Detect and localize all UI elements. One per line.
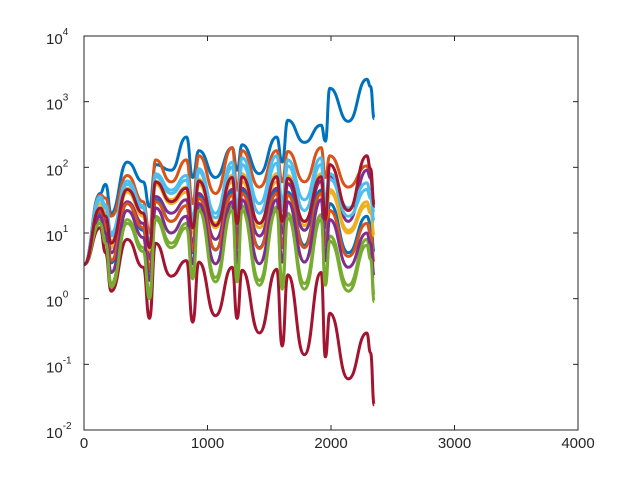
y-tick-label: 101	[46, 224, 69, 245]
x-axis-tick-labels: 0 1000 2000 3000 4000	[80, 435, 595, 452]
y-tick-label: 10-1	[46, 355, 72, 376]
axes-frame	[83, 35, 579, 431]
series-line-12	[83, 209, 376, 304]
y-tick-label: 100	[46, 290, 69, 311]
x-tick-label: 0	[80, 435, 88, 452]
series-line-2	[82, 146, 376, 267]
x-tick-label: 1000	[191, 435, 224, 452]
series-line-14	[82, 154, 376, 267]
y-tick-label: 104	[46, 27, 69, 48]
series-line-7	[83, 226, 376, 407]
x-tick-label: 2000	[314, 435, 347, 452]
x-tick-label: 4000	[561, 435, 594, 452]
x-tick-label: 3000	[438, 435, 471, 452]
plot-area	[82, 77, 376, 407]
y-tick-label: 102	[46, 158, 69, 179]
axis-ticks	[83, 35, 579, 431]
y-tick-label: 103	[46, 93, 69, 114]
y-axis-tick-labels: 10-2 10-1 100 101 102 103 104	[46, 27, 72, 442]
y-tick-label: 10-2	[46, 421, 72, 442]
